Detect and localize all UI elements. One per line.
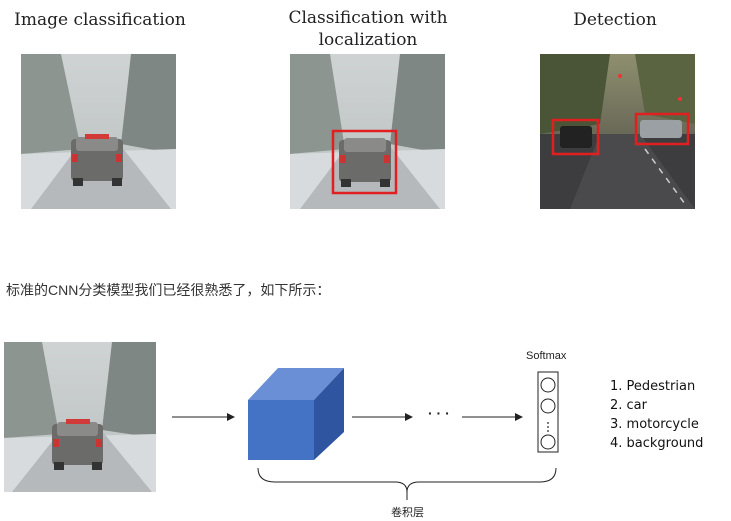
class-item: 3. motorcycle	[610, 417, 699, 432]
snowy-road-car-photo-1	[21, 54, 176, 209]
class-item: 1. Pedestrian	[610, 379, 696, 394]
cnn-diagram	[172, 368, 559, 500]
class-item: 4. background	[610, 436, 704, 451]
detection-box-car-1	[551, 118, 600, 156]
softmax-label: Softmax	[526, 350, 567, 362]
localization-bounding-box	[331, 129, 398, 195]
conv-layer-label: 卷积层	[391, 507, 424, 519]
street-detection-photo	[540, 54, 695, 209]
detection-box-car-2	[634, 112, 690, 146]
layer-ellipsis: · · ·	[428, 405, 450, 421]
softmax-output-nodes	[537, 371, 559, 453]
title-detection: Detection	[573, 10, 657, 30]
class-item: 2. car	[610, 398, 647, 413]
title-classification-localization: Classification with localization	[288, 8, 448, 50]
conv-brace	[257, 467, 557, 493]
conv-cube-icon	[248, 368, 344, 460]
class-list: 1. Pedestrian 2. car 3. motorcycle 4. ba…	[610, 377, 703, 453]
cnn-input-photo	[4, 342, 156, 492]
caption-text: 标准的CNN分类模型我们已经很熟悉了，如下所示：	[6, 282, 331, 298]
snowy-road-car-photo-2	[290, 54, 445, 209]
title-image-classification: Image classification	[14, 10, 186, 30]
